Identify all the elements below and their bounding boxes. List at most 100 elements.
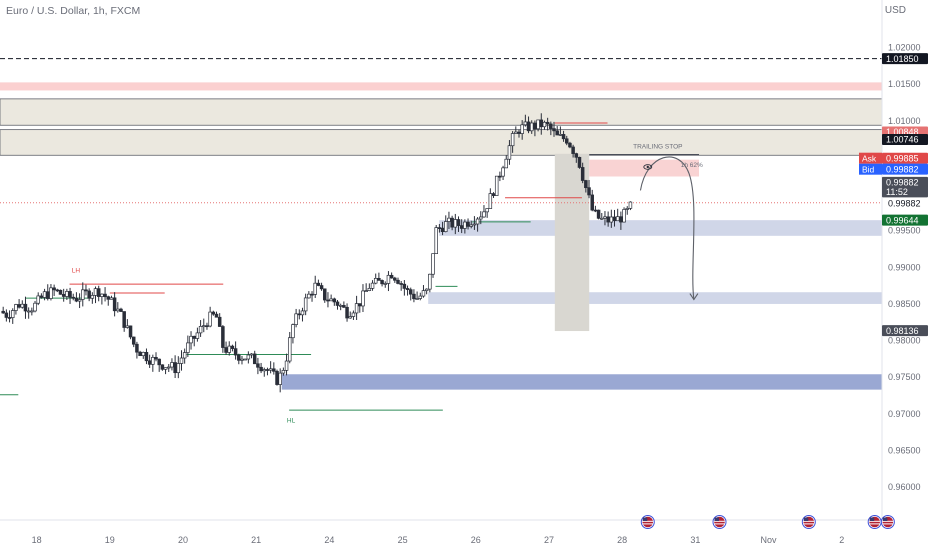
- candle-body: [593, 209, 598, 212]
- candle-body: [131, 336, 136, 345]
- candle-body: [555, 130, 559, 136]
- candle-body: [361, 290, 365, 307]
- candle-body: [186, 342, 190, 353]
- candle-body: [297, 313, 302, 316]
- candle-body: [549, 123, 553, 129]
- demand-zone-2: [428, 292, 882, 304]
- tag-bid: 0.99882: [886, 164, 919, 174]
- y-tick: 0.98000: [888, 336, 921, 346]
- candle-body: [434, 227, 438, 255]
- us-event-icon[interactable]: [867, 515, 882, 529]
- flag-stripe: [803, 520, 815, 522]
- candle-body: [7, 317, 12, 319]
- candle-body: [389, 274, 394, 279]
- eye-icon: [643, 164, 653, 170]
- candle-body: [112, 297, 117, 312]
- candle-body: [119, 308, 123, 312]
- candle-body: [482, 211, 486, 218]
- candle-body: [326, 299, 330, 302]
- symbol-title[interactable]: Euro / U.S. Dollar, 1h, FXCM: [6, 5, 141, 17]
- candle-body: [542, 121, 547, 128]
- us-event-icon[interactable]: [801, 515, 816, 529]
- candle-body: [367, 288, 372, 291]
- candle-body: [494, 175, 499, 196]
- demand-zone-3: [281, 374, 882, 390]
- candle-body: [558, 134, 563, 136]
- us-event-icon[interactable]: [880, 515, 895, 529]
- candle-body: [262, 369, 267, 372]
- x-tick: 2: [839, 535, 844, 545]
- candle-body: [335, 301, 340, 306]
- x-tick: 20: [178, 535, 188, 545]
- candle-body: [100, 293, 104, 297]
- supply-zone-upper: [0, 98, 883, 126]
- candle-body: [475, 218, 480, 225]
- candle-body: [217, 316, 222, 327]
- candle-body: [603, 216, 607, 219]
- candle-body: [536, 119, 540, 130]
- candle-body: [612, 216, 617, 222]
- tag-high: 1.00848: [886, 127, 919, 137]
- candle-body: [61, 293, 66, 297]
- candle-body: [383, 283, 388, 285]
- candle-body: [447, 217, 451, 222]
- candle-body: [214, 313, 219, 318]
- candle-body: [472, 223, 477, 226]
- candle-body: [501, 167, 505, 177]
- candle-body: [103, 293, 107, 298]
- candle-body: [310, 293, 314, 296]
- candle-body: [615, 216, 620, 222]
- x-tick: 24: [324, 535, 334, 545]
- candle-body: [233, 348, 238, 356]
- tag-dashed-bg: [882, 53, 928, 65]
- us-event-icon[interactable]: [640, 515, 655, 529]
- flag-stripe: [882, 523, 894, 525]
- candle-body: [402, 283, 407, 289]
- demand-zone-1: [439, 220, 882, 236]
- tag-support: 0.99644: [886, 215, 919, 225]
- candle-body: [224, 347, 228, 353]
- x-tick: 27: [544, 535, 554, 545]
- candle-body: [329, 298, 333, 302]
- candle-body: [431, 253, 435, 275]
- tag-countdown: 11:52: [886, 187, 908, 197]
- candle-body: [151, 357, 155, 365]
- candle-body: [358, 303, 362, 307]
- candle-body: [246, 354, 251, 360]
- candle-body: [564, 138, 569, 144]
- flag-stripe: [642, 523, 654, 525]
- flag-canton: [869, 517, 875, 521]
- flag-canton: [642, 517, 648, 521]
- y-tick: 0.96000: [888, 482, 921, 492]
- tag-zone: 1.00746: [886, 135, 919, 145]
- candle-body: [141, 351, 146, 357]
- candle-body: [319, 285, 324, 290]
- candle-body: [428, 273, 432, 290]
- candle-body: [399, 283, 403, 285]
- candle-body: [90, 295, 95, 299]
- candle-body: [421, 290, 426, 297]
- candle-body: [338, 305, 343, 307]
- candle-body: [106, 296, 111, 300]
- candle-body: [574, 153, 579, 158]
- candle-body: [84, 289, 88, 292]
- candle-body: [510, 133, 515, 147]
- candle-body: [552, 128, 556, 132]
- candle-body: [332, 298, 337, 303]
- candle-body: [539, 119, 544, 128]
- candle-body: [450, 217, 454, 228]
- flag-canton: [882, 517, 888, 521]
- candle-body: [58, 289, 63, 295]
- candles: [1, 113, 633, 393]
- candle-body: [590, 194, 594, 211]
- candle-body: [619, 216, 623, 223]
- candle-body: [167, 366, 171, 369]
- us-event-icon[interactable]: [712, 515, 727, 529]
- candle-body: [351, 312, 356, 317]
- candle-body: [46, 291, 50, 299]
- candle-body: [577, 156, 582, 168]
- candle-body: [55, 289, 60, 292]
- candle-body: [272, 368, 276, 372]
- candle-body: [42, 291, 47, 298]
